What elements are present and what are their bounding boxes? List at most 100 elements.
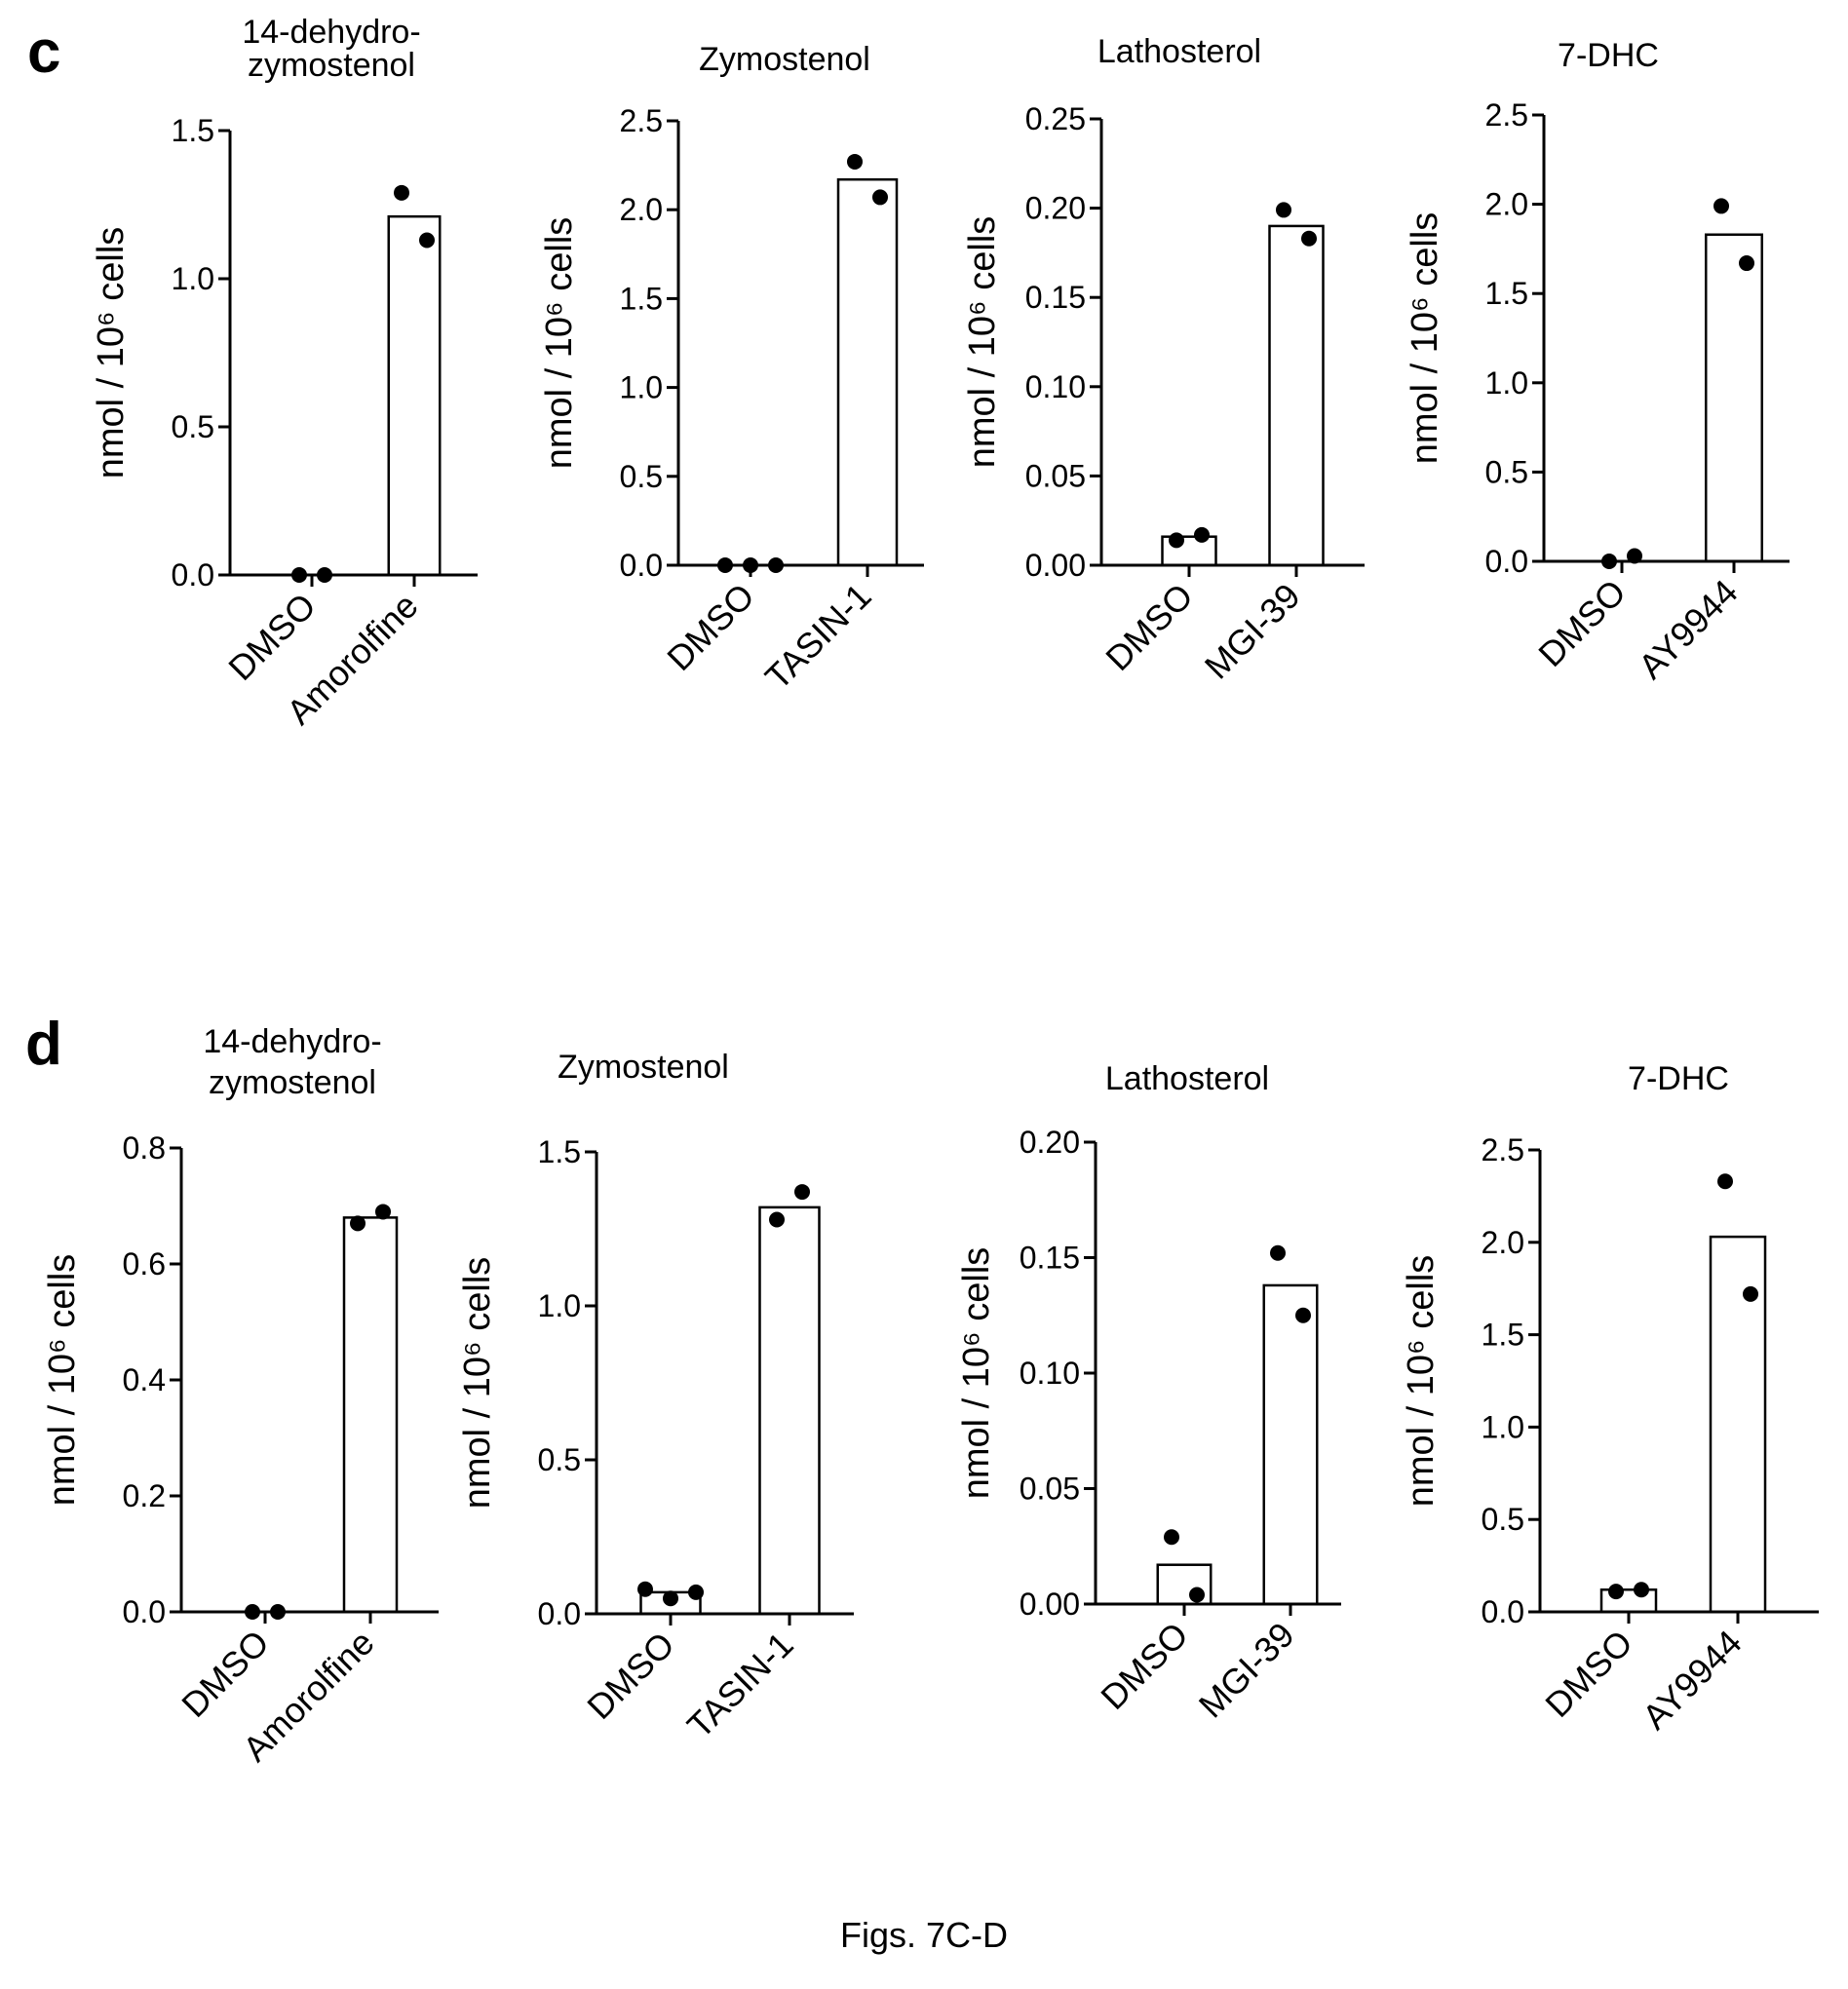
y-tick-label: 1.5 [172, 113, 214, 148]
x-tick-label: DMSO [659, 576, 761, 678]
data-point [350, 1215, 366, 1232]
data-point [872, 189, 888, 206]
data-point [1164, 1529, 1179, 1546]
y-tick-label: 0.15 [1025, 280, 1086, 315]
x-tick-label: DMSO [1093, 1615, 1195, 1717]
chart-title: 7-DHC [1628, 1060, 1729, 1097]
data-point [1301, 230, 1317, 247]
y-tick-label: 0.0 [1485, 544, 1528, 579]
y-tick-label: 0.20 [1020, 1125, 1080, 1160]
y-tick-label: 0.0 [620, 548, 663, 583]
bar-Amorolfine [387, 214, 442, 577]
x-tick-label: DMSO [1097, 576, 1200, 678]
data-point [1601, 554, 1617, 569]
figure-caption: Figs. 7C-D [840, 1915, 1008, 1955]
y-axis-label: nmol / 10⁶ cells [1401, 1255, 1442, 1508]
y-tick-label: 0.05 [1025, 458, 1086, 493]
y-tick-label: 2.0 [620, 192, 663, 227]
charts-container: 14-dehydro-zymostenol nmol / 10⁶ cells 0.0… [42, 14, 1819, 1769]
y-tick-label: 0.4 [123, 1362, 166, 1397]
chart-d-1: 14-dehydro-zymostenol nmol / 10⁶ cells 0.0… [42, 1023, 439, 1769]
chart-title: Zymostenol [558, 1049, 729, 1086]
chart-d-4: 7-DHC nmol / 10⁶ cells 0.0 0.5 1.0 1.5 2.0 2.5 D… [1401, 1060, 1819, 1737]
data-point [1189, 1587, 1205, 1603]
x-tick-label: AY9944 [1631, 572, 1746, 687]
y-tick-label: 0.0 [1482, 1594, 1524, 1629]
x-tick-label: DMSO [579, 1625, 681, 1727]
data-point [270, 1604, 286, 1620]
data-point [375, 1204, 391, 1220]
data-point [317, 567, 332, 583]
data-point [1713, 198, 1729, 214]
y-tick-label: 0.15 [1020, 1241, 1080, 1276]
y-tick-label: 0.00 [1020, 1587, 1080, 1622]
y-tick-label: 2.0 [1482, 1225, 1524, 1260]
y-tick-label: 1.0 [538, 1288, 581, 1323]
y-tick-label: 1.5 [620, 281, 663, 316]
chart-title: zymostenol [209, 1064, 376, 1101]
x-tick-label: DMSO [1530, 572, 1633, 674]
data-point [245, 1604, 260, 1620]
data-point [1194, 526, 1210, 543]
x-tick-label: MGI-39 [1191, 1615, 1302, 1726]
chart-title: Lathosterol [1097, 33, 1261, 70]
y-tick-label: 0.5 [620, 459, 663, 494]
data-point [743, 557, 758, 573]
y-tick-label: 0.10 [1020, 1356, 1080, 1391]
data-point [1169, 532, 1184, 549]
chart-d-2: Zymostenol nmol / 10⁶ cells 0.0 0.5 1.0 1.5 DM… [457, 1049, 854, 1745]
data-point [419, 232, 435, 249]
y-tick-label: 2.5 [1482, 1132, 1524, 1167]
chart-title: 14-dehydro- [242, 14, 420, 51]
data-point [394, 184, 409, 201]
y-tick-label: 1.5 [1485, 276, 1528, 311]
bar-MGI-39 [1268, 224, 1325, 567]
x-tick-label: DMSO [220, 586, 323, 688]
bar-TASIN-1 [836, 177, 899, 567]
data-point [1634, 1582, 1649, 1598]
data-point [1295, 1307, 1311, 1323]
y-tick-label: 0.10 [1025, 369, 1086, 404]
y-tick-label: 1.5 [538, 1134, 581, 1169]
x-tick-label: MGI-39 [1197, 576, 1308, 687]
y-tick-label: 0.0 [172, 557, 214, 593]
chart-title: 7-DHC [1558, 37, 1659, 74]
data-point [1627, 548, 1642, 564]
y-axis-label: nmol / 10⁶ cells [91, 227, 132, 479]
y-axis-label: nmol / 10⁶ cells [539, 217, 580, 470]
y-tick-label: 0.2 [123, 1478, 166, 1513]
chart-c-4: 7-DHC nmol / 10⁶ cells 0.0 0.5 1.0 1.5 2.0 2.5 D… [1405, 37, 1790, 686]
chart-title: zymostenol [248, 47, 415, 84]
y-axis-label: nmol / 10⁶ cells [1405, 212, 1445, 465]
chart-title: 14-dehydro- [203, 1023, 381, 1060]
data-point [1739, 255, 1754, 272]
chart-c-3: Lathosterol nmol / 10⁶ cells 0.00 0.05 0.10 0… [962, 33, 1365, 687]
y-tick-label: 1.5 [1482, 1318, 1524, 1353]
data-point [768, 557, 784, 573]
data-point [847, 153, 863, 170]
bar-Amorolfine [342, 1216, 399, 1614]
y-axis-label: nmol / 10⁶ cells [962, 216, 1003, 469]
data-point [1743, 1285, 1758, 1302]
y-tick-label: 0.20 [1025, 191, 1086, 226]
y-tick-label: 1.0 [1485, 365, 1528, 401]
data-point [1270, 1244, 1286, 1261]
y-tick-label: 0.8 [123, 1130, 166, 1166]
y-tick-label: 0.25 [1025, 101, 1086, 136]
bar-TASIN-1 [758, 1205, 821, 1616]
chart-d-3: Lathosterol nmol / 10⁶ cells 0.00 0.05 0.10 0… [956, 1060, 1341, 1726]
x-tick-label: DMSO [1537, 1623, 1639, 1725]
data-point [663, 1590, 678, 1607]
y-tick-label: 1.0 [172, 261, 214, 296]
y-tick-label: 0.5 [1485, 454, 1528, 489]
bar-MGI-39 [1262, 1283, 1319, 1606]
data-point [1276, 202, 1291, 218]
x-tick-label: TASIN-1 [757, 576, 879, 698]
panel-letter-d: d [25, 1011, 62, 1078]
panel-letter-c: c [27, 19, 60, 86]
y-tick-label: 0.5 [172, 409, 214, 444]
y-tick-label: 0.5 [1482, 1502, 1524, 1537]
x-tick-label: TASIN-1 [679, 1625, 801, 1746]
y-tick-label: 1.0 [620, 370, 663, 405]
